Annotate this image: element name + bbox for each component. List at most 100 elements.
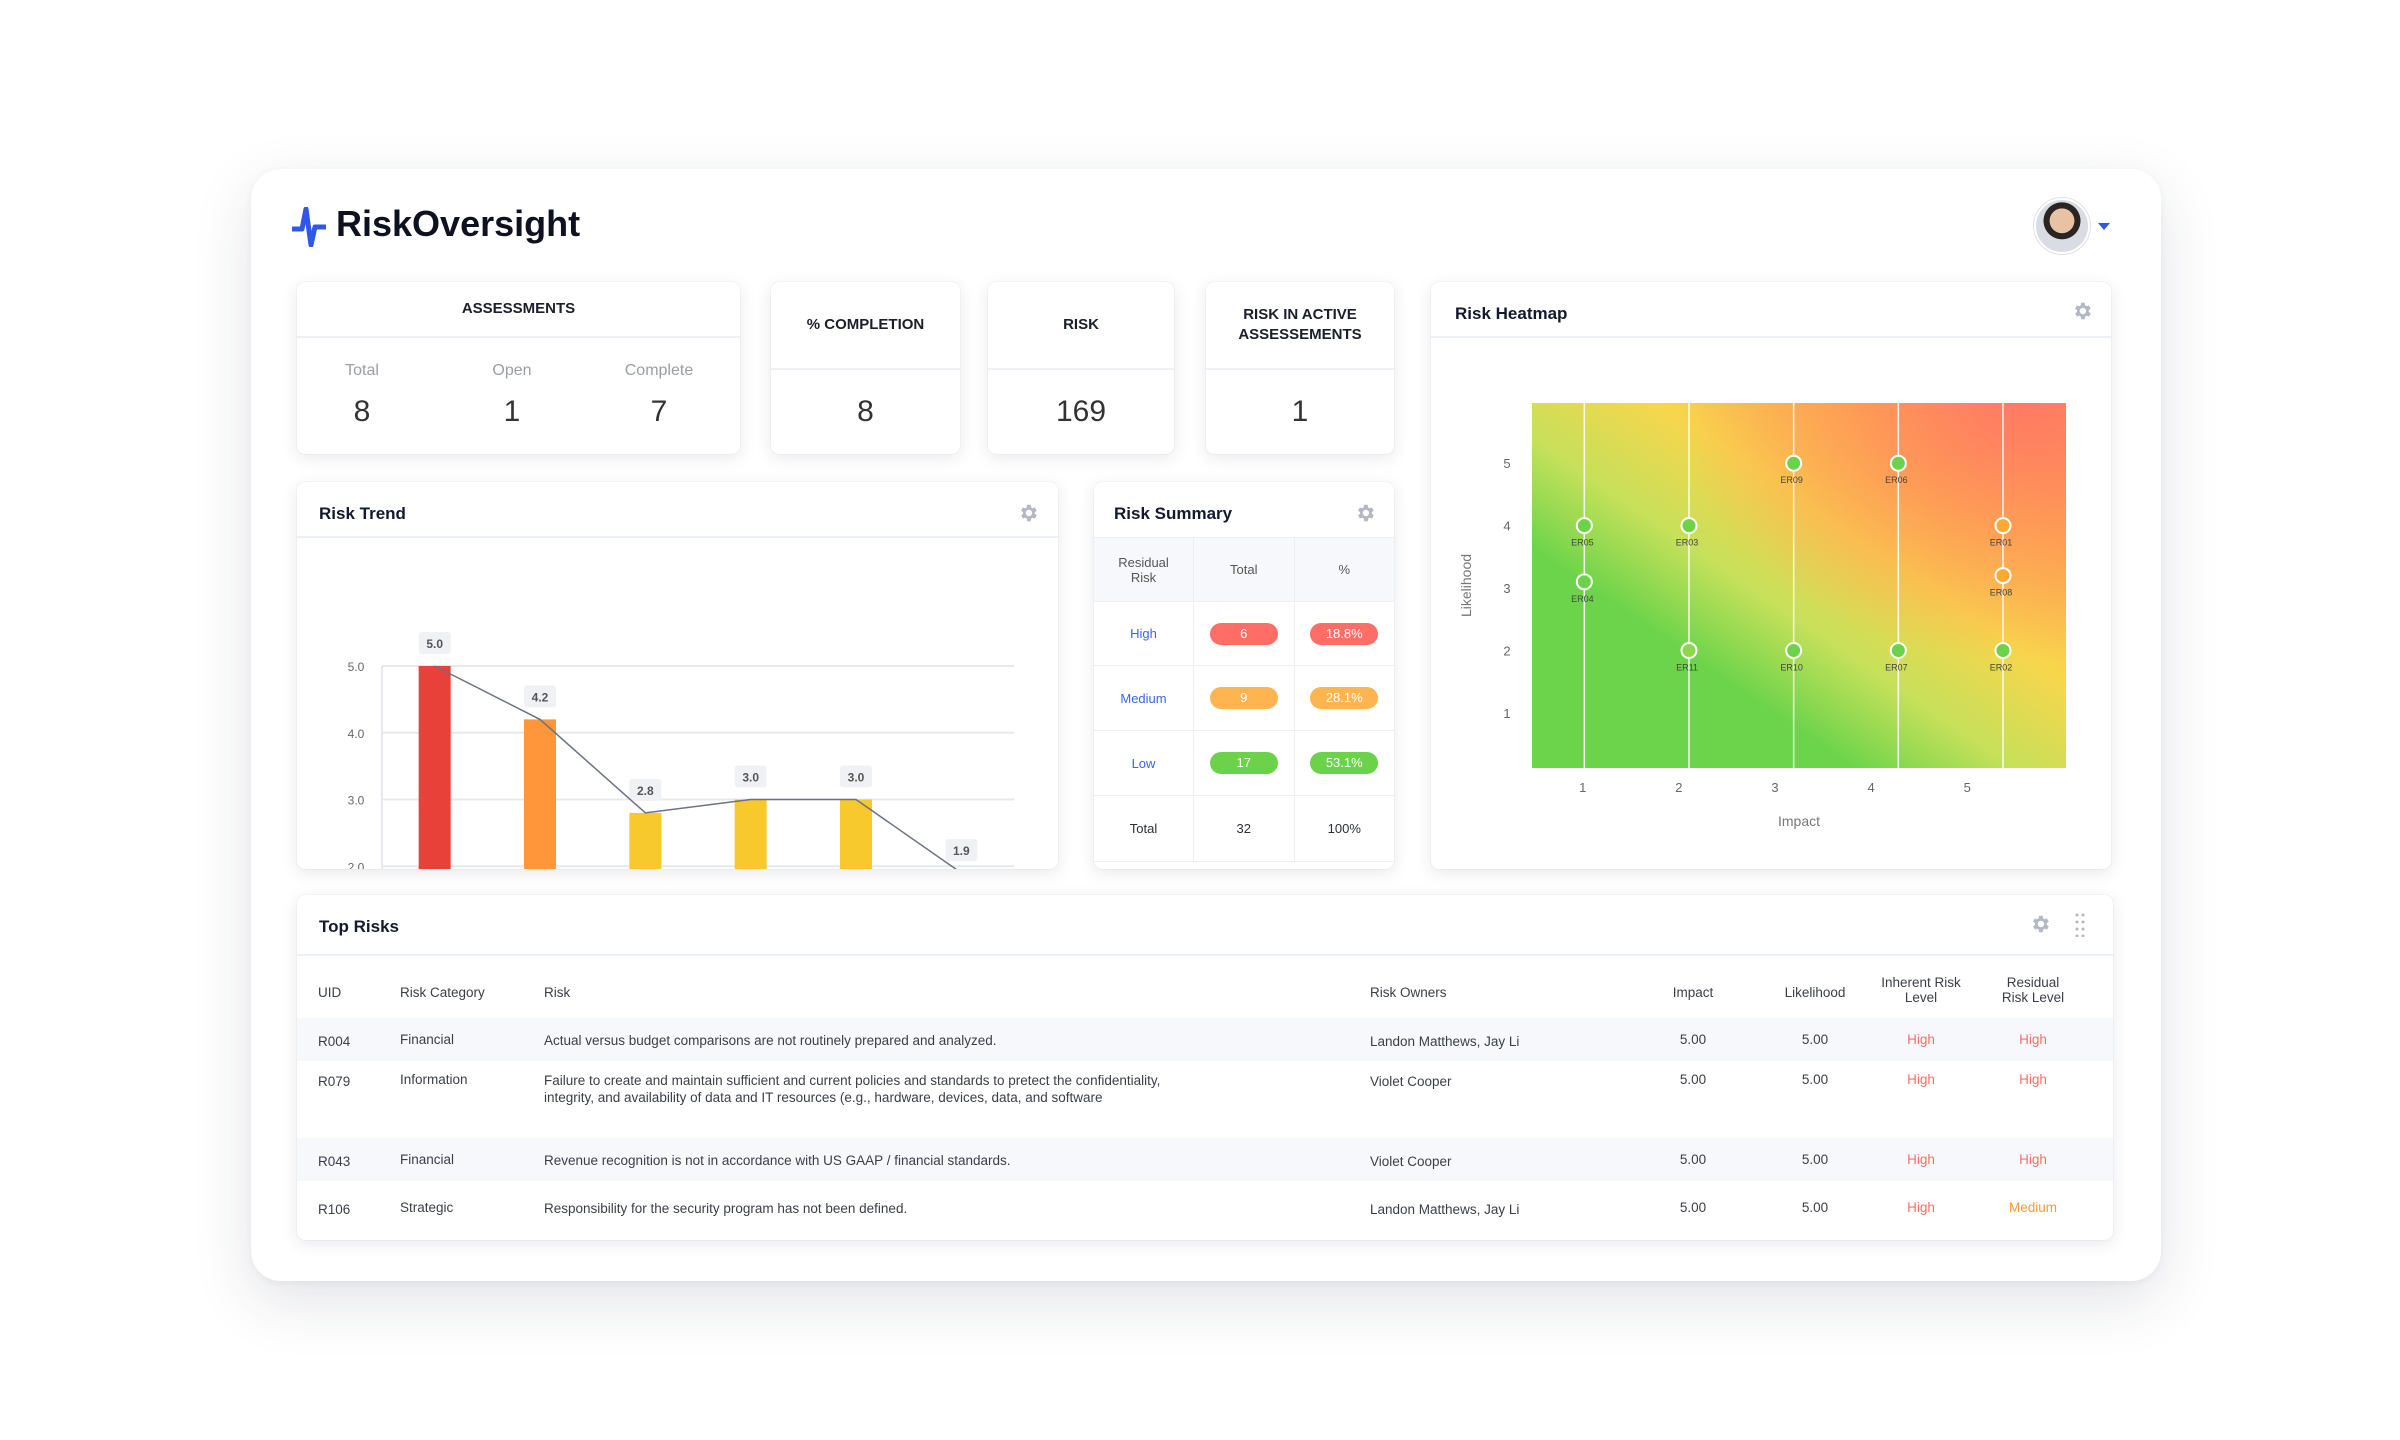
likelihood-cell: 5.00 <box>1801 1200 1829 1215</box>
risk-point-ER05 <box>1575 517 1593 535</box>
col-risk: Risk <box>544 985 571 1000</box>
user-avatar[interactable] <box>2034 198 2090 254</box>
logo-pulse-icon <box>292 207 326 247</box>
y-tick-label: 2 <box>1503 643 1510 658</box>
inherent-level-cell: High <box>1907 1152 1935 1167</box>
risk-point-label: ER03 <box>1676 538 1699 548</box>
col-total: Total <box>1193 537 1295 602</box>
impact-cell: 5.00 <box>1679 1032 1707 1047</box>
owners-cell: Landon Matthews, Jay Li <box>1370 1034 1520 1049</box>
level-link[interactable]: High <box>1094 601 1194 666</box>
inherent-level-cell: High <box>1907 1072 1935 1087</box>
y-tick-label: 5 <box>1503 456 1510 471</box>
total-label: Total <box>1094 795 1194 862</box>
data-label: 3.0 <box>848 771 865 785</box>
trend-line <box>434 665 958 869</box>
risk-trend-title: Risk Trend <box>319 504 406 523</box>
y-axis-label: Likelihood <box>1458 554 1474 617</box>
risk-point-ER02 <box>1994 641 2012 659</box>
total-pill: 9 <box>1209 687 1278 709</box>
likelihood-cell: 5.00 <box>1801 1032 1829 1047</box>
risk-point-ER06 <box>1889 454 1907 472</box>
total-value: 8 <box>353 395 371 428</box>
category-cell: Information <box>400 1072 468 1087</box>
pct-pill: 18.8% <box>1310 622 1379 645</box>
y-tick-label: 2.0 <box>348 860 365 869</box>
data-label-box <box>418 632 451 654</box>
data-label-box <box>945 838 978 861</box>
y-tick-label: 4 <box>1503 519 1510 534</box>
data-label: 1.9 <box>953 844 970 858</box>
total-count: 32 <box>1193 795 1295 862</box>
table-row[interactable]: R106 Strategic Responsibility for the secu… <box>297 1186 2113 1236</box>
risk-active-value: 1 <box>1291 395 1309 428</box>
col-likelihood: Likelihood <box>1784 985 1846 1000</box>
x-tick-label: 5 <box>1964 780 1971 795</box>
risk-point-label: ER01 <box>1990 538 2013 548</box>
pct-pill: 28.1% <box>1310 687 1379 709</box>
table-row[interactable]: R043 Financial Revenue recognition is not … <box>297 1138 2113 1181</box>
settings-gear-icon[interactable] <box>1017 502 1039 524</box>
summary-row-low: Low 17 53.1% <box>1094 730 1394 796</box>
col-impact: Impact <box>1672 985 1714 1000</box>
data-label-box <box>734 765 767 788</box>
risk-point-ER08 <box>1994 567 2012 585</box>
risk-point-ER09 <box>1785 454 1803 472</box>
uid-cell: R004 <box>318 1034 351 1049</box>
col-category: Risk Category <box>400 985 485 1000</box>
settings-gear-icon[interactable] <box>2029 913 2051 935</box>
data-label: 4.2 <box>532 690 549 704</box>
top-risks-card: Top Risks UID Risk Category Risk Risk Ow… <box>297 895 2113 1240</box>
x-tick-label: 4 <box>1867 780 1874 795</box>
inherent-level-cell: High <box>1907 1200 1935 1215</box>
data-label-box <box>840 765 872 788</box>
risk-cell: Revenue recognition is not in accordance… <box>544 1153 1011 1168</box>
caret-down-icon[interactable] <box>2098 223 2110 230</box>
pct-pill: 53.1% <box>1310 752 1379 774</box>
table-header: UID Risk Category Risk Risk Owners Impac… <box>297 975 2113 1015</box>
risk-active-title: RISK IN ACTIVE ASSESSEMENTS <box>1206 282 1394 370</box>
assessments-title: ASSESSMENTS <box>297 282 740 338</box>
inherent-level-cell: High <box>1907 1032 1935 1047</box>
owners-cell: Violet Cooper <box>1370 1154 1452 1169</box>
y-tick-label: 5.0 <box>348 660 365 674</box>
col-uid: UID <box>318 985 342 1000</box>
uid-cell: R079 <box>318 1074 351 1089</box>
risk-point-label: ER02 <box>1990 662 2013 672</box>
table-row[interactable]: R004 Financial Actual versus budget compar… <box>297 1018 2113 1061</box>
level-link[interactable]: Medium <box>1094 665 1194 731</box>
assessments-card: ASSESSMENTS Total Open Complete 8 1 7 <box>297 282 740 454</box>
risk-cell: Actual versus budget comparisons are not… <box>544 1033 997 1048</box>
total-pill: 6 <box>1209 622 1278 645</box>
residual-level-cell: High <box>2019 1032 2047 1047</box>
risk-heatmap-card: Risk Heatmap 5 4 3 2 1 1 2 3 4 5 Impact Likelihood E… <box>1431 282 2111 869</box>
table-row[interactable]: R079 Information Failure to create and mai… <box>297 1066 2113 1138</box>
settings-gear-icon[interactable] <box>2071 300 2093 322</box>
completion-value: 8 <box>857 395 874 428</box>
bar-2016 <box>524 719 556 869</box>
x-tick-label: 2 <box>1675 780 1682 795</box>
uid-cell: R043 <box>318 1154 351 1169</box>
risk-trend-card: Risk Trend 5.04.03.02.01.05.020154.22016… <box>297 482 1058 869</box>
risk-point-label: ER09 <box>1780 475 1803 485</box>
y-tick-label: 3.0 <box>348 794 365 808</box>
bar-2018 <box>734 799 767 869</box>
likelihood-cell: 5.00 <box>1801 1072 1829 1087</box>
risk-point-ER04 <box>1575 573 1593 591</box>
uid-cell: R106 <box>318 1202 351 1217</box>
col-inherent: Inherent Risk Level <box>1881 975 1961 1005</box>
x-axis-label: Impact <box>1778 813 1820 829</box>
data-label: 3.0 <box>742 771 759 785</box>
data-label: 2.8 <box>637 784 654 798</box>
data-label: 5.0 <box>426 637 443 651</box>
level-link[interactable]: Low <box>1094 730 1194 796</box>
drag-handle-icon[interactable] <box>2075 913 2085 937</box>
risk-point-label: ER04 <box>1571 594 1594 604</box>
y-tick-label: 4.0 <box>348 727 365 741</box>
risk-active-card: RISK IN ACTIVE ASSESSEMENTS 1 <box>1206 282 1394 454</box>
category-cell: Strategic <box>400 1200 454 1215</box>
risk-heatmap-title: Risk Heatmap <box>1455 304 1568 323</box>
risk-summary-table: Residual Risk Total% High 6 18.8% Medium 9 28… <box>1094 537 1394 862</box>
risk-point-label: ER08 <box>1990 588 2013 598</box>
settings-gear-icon[interactable] <box>1354 502 1376 524</box>
